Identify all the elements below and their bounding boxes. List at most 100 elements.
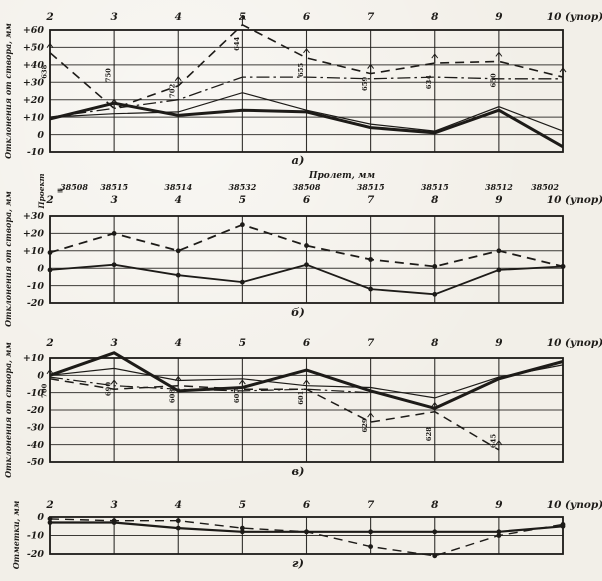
chart-v: +10 0 -10 -20 -30 -40 -50 2 3 4 5 6 7 8 9 10 (упор) Откл… [3, 337, 602, 478]
y-tick-label: -10 [27, 531, 45, 542]
support-label: 7 [367, 499, 375, 511]
grid [49, 516, 564, 555]
y-axis-title: Отклонения от створа, мм [3, 23, 13, 159]
grid [49, 357, 564, 463]
series-line [49, 101, 564, 149]
series-line [49, 376, 371, 394]
point-annotation: 659 [361, 77, 369, 91]
point-marker-dot [175, 272, 181, 278]
point-marker-dot [111, 262, 117, 268]
plot-border [49, 357, 564, 463]
series-line [49, 378, 500, 451]
support-label: 3 [110, 194, 117, 206]
y-tick-label: +30 [23, 77, 45, 88]
support-label: 8 [431, 337, 439, 349]
point-annotation: 645 [489, 434, 497, 448]
point-marker-dot [175, 525, 181, 531]
y-tick-label: +10 [23, 246, 45, 257]
point-marker-tick [174, 376, 182, 386]
support-label: 9 [495, 194, 503, 206]
y-tick-label: -20 [27, 549, 45, 560]
series-thin-solid-line [49, 364, 564, 399]
series-thick-solid-line [49, 101, 564, 149]
span-value: 38508 [293, 182, 321, 192]
y-tick-label: 0 [37, 512, 44, 523]
project-label: Проект [37, 173, 46, 209]
point-marker-tick [367, 64, 375, 74]
support-label: 4 [175, 11, 182, 23]
support-label: 2 [45, 194, 53, 206]
y-tick-label: -10 [27, 388, 45, 399]
support-label: 9 [495, 337, 503, 349]
span-value: 38508 [60, 182, 88, 192]
point-marker-dot [111, 231, 117, 236]
chart-g: 0 -10 -20 2 3 4 5 6 7 8 9 10 (упор) Отметки, мм г) [11, 499, 602, 570]
support-label: 7 [367, 337, 375, 349]
support-labels: 2 3 4 5 6 7 8 9 10 (упор) [45, 499, 602, 511]
survey-mark: ≡ [57, 185, 64, 195]
point-annotation: 702 [169, 84, 177, 98]
support-label: 9 [495, 11, 503, 23]
y-tick-label: 0 [37, 263, 44, 274]
support-label: 2 [45, 499, 53, 511]
support-label: 8 [431, 11, 439, 23]
support-label: 10 (упор) [547, 499, 602, 511]
point-annotation: 607 [233, 389, 241, 403]
point-marker-dot [496, 267, 502, 273]
point-marker-dot [304, 262, 309, 268]
span-value: 38512 [485, 182, 513, 192]
point-marker-dot [239, 529, 245, 535]
y-tick-label: -30 [27, 423, 45, 434]
point-marker-dot [368, 544, 374, 549]
point-marker-dot [368, 257, 374, 262]
point-marker-dot [111, 520, 117, 525]
plot-border [49, 215, 564, 304]
span-value: 38515 [421, 182, 449, 192]
y-tick-label: +60 [23, 25, 45, 36]
series-thick-solid-line [49, 351, 564, 410]
point-marker-dot [432, 264, 438, 269]
point-marker-dot [432, 291, 438, 297]
support-label: 4 [175, 499, 182, 511]
series-dashed-line [47, 222, 566, 269]
support-label: 6 [303, 11, 311, 23]
point-marker-tick [367, 412, 375, 423]
y-tick-label: -50 [27, 457, 45, 468]
y-tick-label: -10 [27, 147, 45, 158]
support-label: 5 [239, 194, 246, 206]
point-marker-dot [47, 250, 53, 255]
point-marker-tick [110, 379, 118, 390]
y-tick-label: -40 [27, 440, 45, 451]
point-marker-tick [303, 379, 310, 390]
support-label: 5 [239, 499, 246, 511]
point-marker-tick [238, 15, 246, 25]
y-tick-label: -10 [27, 281, 45, 292]
support-label: 10 (упор) [547, 337, 602, 349]
span-value: 38532 [228, 182, 256, 192]
support-label: 4 [175, 337, 182, 349]
y-axis-ticks: +30 +20 +10 0 -10 -20 [23, 211, 45, 309]
point-annotation: 638 [41, 64, 49, 78]
support-labels: 2 3 4 5 6 7 8 9 10 (упор) [45, 11, 602, 23]
point-marker-dot [239, 222, 245, 228]
point-marker-tick [303, 48, 310, 58]
series-dashed-line [46, 369, 503, 451]
support-labels: 2 3 4 5 6 7 8 9 10 (упор) [45, 337, 602, 349]
span-value: 38502 [531, 182, 559, 192]
support-label: 6 [303, 194, 311, 206]
span-value: 38515 [357, 182, 385, 192]
point-marker-dot [304, 529, 309, 535]
point-marker-dot [432, 553, 438, 559]
point-marker-tick [431, 53, 439, 64]
span-value: 38514 [164, 182, 192, 192]
y-tick-label: +10 [23, 353, 45, 364]
chart-b: +30 +20 +10 0 -10 -20 2 3 4 5 6 7 8 9 10 (упор) Отклоне… [3, 171, 602, 327]
point-marker-tick [495, 440, 503, 450]
support-labels: 2 3 4 5 6 7 8 9 10 (упор) [45, 194, 602, 206]
grid [49, 215, 564, 304]
y-tick-label: +10 [23, 112, 45, 123]
plot-border [49, 29, 564, 153]
series-line [49, 23, 564, 110]
